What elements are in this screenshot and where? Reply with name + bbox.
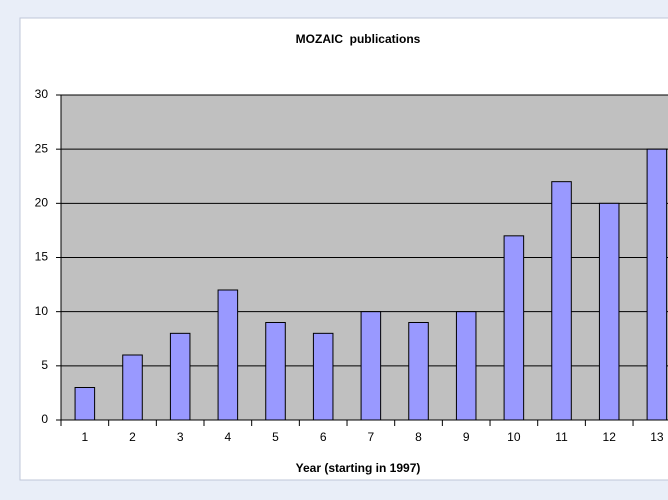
y-tick-label: 20	[35, 196, 49, 210]
bar	[74, 387, 96, 421]
x-axis-label: Year (starting in 1997)	[296, 461, 421, 475]
bar	[122, 354, 143, 421]
x-tick-label: 7	[368, 430, 375, 444]
y-tick-label: 5	[41, 358, 48, 372]
x-tick-label: 11	[555, 430, 568, 444]
bar	[169, 332, 191, 421]
y-tick-label: 30	[35, 87, 49, 101]
x-tick-label: 13	[650, 430, 664, 444]
chart-title: MOZAIC publications	[296, 32, 421, 46]
x-tick-label: 4	[225, 430, 232, 444]
x-tick-label: 6	[320, 430, 327, 444]
y-tick-label: 0	[41, 412, 48, 426]
x-tick-label: 8	[415, 430, 422, 444]
bar	[312, 332, 334, 421]
y-tick-label: 10	[35, 304, 49, 318]
x-tick-label: 3	[177, 430, 184, 444]
y-tick-label: 15	[35, 250, 49, 264]
bar	[646, 148, 668, 421]
x-tick-label: 10	[507, 430, 521, 444]
bar	[217, 289, 239, 421]
bar	[551, 181, 572, 421]
bar	[360, 311, 382, 421]
y-tick-label: 25	[35, 141, 49, 155]
x-tick-label: 12	[603, 430, 617, 444]
x-tick-label: 9	[463, 430, 470, 444]
x-tick-label: 1	[81, 430, 88, 444]
bar	[455, 311, 477, 421]
bar	[598, 202, 620, 421]
x-tick-label: 5	[272, 430, 279, 444]
x-tick-label: 2	[129, 430, 136, 444]
bar	[503, 235, 525, 421]
bar	[408, 322, 429, 421]
bar	[265, 322, 286, 421]
